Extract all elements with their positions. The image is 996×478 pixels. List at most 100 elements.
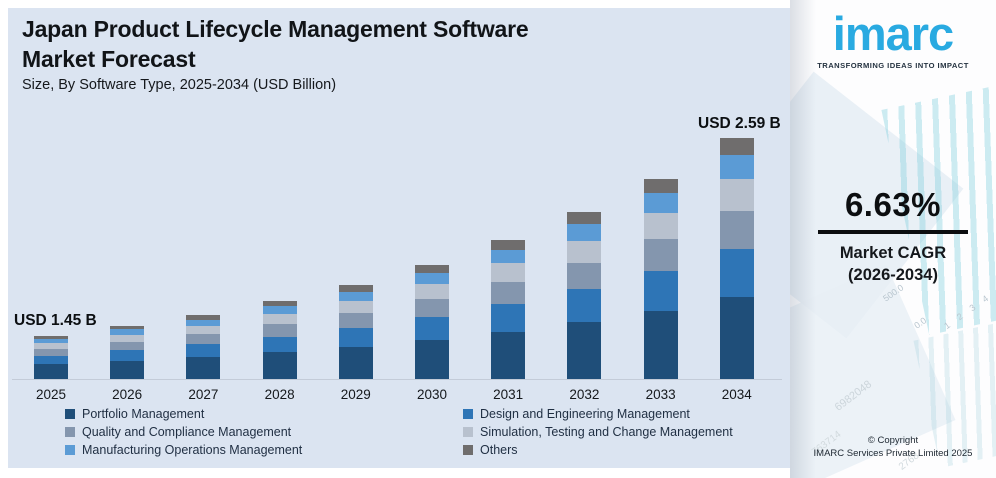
bar-segment-2032 bbox=[567, 322, 602, 379]
legend-label: Quality and Compliance Management bbox=[82, 425, 292, 439]
imarc-logo-tagline: TRANSFORMING IDEAS INTO IMPACT bbox=[817, 61, 969, 70]
bar-segment-2030 bbox=[415, 317, 449, 341]
bar-segment-2030 bbox=[415, 299, 449, 318]
bar-segment-2032 bbox=[567, 223, 602, 241]
value-label-2034: USD 2.59 B bbox=[698, 115, 781, 132]
cagr-label-line2: (2026-2034) bbox=[848, 266, 938, 284]
bar-segment-2031 bbox=[491, 281, 526, 304]
bar-segment-2026 bbox=[110, 360, 145, 379]
plot-area: USD 1.45 B USD 2.59 B 2025 2026 2027 2028 20… bbox=[8, 8, 790, 468]
bar-segment-2034 bbox=[719, 154, 754, 179]
bar-segment-2030 bbox=[415, 265, 449, 273]
copyright: © Copyright IMARC Services Private Limit… bbox=[790, 434, 996, 460]
legend-marker-icon bbox=[463, 445, 473, 455]
bar-segment-2026 bbox=[110, 350, 145, 361]
bar-segment-2033 bbox=[643, 192, 678, 213]
brand-sidebar: 500.0 0.0 1 2 3 4 6982048 763714 2768 im… bbox=[790, 0, 996, 478]
bar-segment-2033 bbox=[643, 212, 678, 239]
x-tick-2028: 2028 bbox=[264, 387, 295, 402]
bar-segment-2027 bbox=[186, 357, 221, 379]
bar-segment-2026 bbox=[110, 341, 145, 351]
cagr-label-line1: Market CAGR bbox=[839, 244, 947, 262]
bar-segment-2033 bbox=[643, 310, 678, 379]
legend-label: Manufacturing Operations Management bbox=[82, 443, 303, 457]
x-tick-2033: 2033 bbox=[645, 387, 676, 402]
sidebar-edge-shadow bbox=[790, 0, 816, 478]
cagr-divider bbox=[818, 230, 968, 234]
bar-segment-2026 bbox=[110, 325, 145, 330]
bar-segment-2025 bbox=[34, 364, 68, 379]
x-tick-2032: 2032 bbox=[569, 387, 600, 402]
bar-segment-2033 bbox=[643, 238, 678, 272]
cagr-block: 6.63% Market CAGR (2026-2034) bbox=[790, 186, 996, 286]
chart-header: Japan Product Lifecycle Management Softw… bbox=[22, 14, 529, 93]
bar-segment-2030 bbox=[415, 340, 449, 379]
imarc-logo: imarc TRANSFORMING IDEAS INTO IMPACT bbox=[790, 7, 996, 71]
legend-item: Manufacturing Operations Management bbox=[65, 443, 463, 457]
bar-segment-2034 bbox=[719, 138, 754, 155]
legend-label: Portfolio Management bbox=[82, 407, 205, 421]
bar-segment-2025 bbox=[34, 349, 68, 356]
bar-segment-2029 bbox=[338, 328, 373, 347]
copyright-line2: IMARC Services Private Limited 2025 bbox=[813, 448, 973, 459]
bar-segment-2028 bbox=[262, 301, 297, 307]
legend-label: Design and Engineering Management bbox=[480, 407, 690, 421]
legend-marker-icon bbox=[65, 427, 75, 437]
legend-item: Quality and Compliance Management bbox=[65, 425, 463, 439]
bar-segment-2030 bbox=[415, 284, 449, 300]
bar-segment-2026 bbox=[110, 334, 145, 342]
copyright-line1: © Copyright bbox=[867, 435, 919, 446]
legend-item: Others bbox=[463, 443, 782, 457]
bar-segment-2025 bbox=[34, 336, 68, 339]
bar-segment-2032 bbox=[567, 289, 602, 323]
bar-segment-2025 bbox=[34, 355, 68, 365]
chart-panel: Japan Product Lifecycle Management Softw… bbox=[8, 8, 790, 468]
cagr-value: 6.63% bbox=[844, 186, 942, 223]
legend-item: Design and Engineering Management bbox=[463, 407, 782, 421]
x-tick-2031: 2031 bbox=[493, 387, 524, 402]
bar-segment-2026 bbox=[110, 329, 145, 335]
bar-segment-2034 bbox=[719, 297, 754, 379]
bar-segment-2031 bbox=[491, 240, 526, 250]
bar-segment-2027 bbox=[186, 334, 221, 345]
bar-segment-2027 bbox=[186, 344, 221, 358]
x-tick-2026: 2026 bbox=[112, 387, 143, 402]
bar-segment-2029 bbox=[338, 301, 373, 314]
chart-subtitle: Size, By Software Type, 2025-2034 (USD B… bbox=[22, 77, 337, 93]
bar-segment-2034 bbox=[719, 178, 754, 211]
bar-segment-2033 bbox=[643, 178, 678, 193]
legend-marker-icon bbox=[463, 427, 473, 437]
legend-label: Simulation, Testing and Change Managemen… bbox=[480, 425, 733, 439]
x-axis-line bbox=[12, 379, 782, 380]
legend-label: Others bbox=[480, 443, 518, 457]
legend: Portfolio Management Design and Engineeri… bbox=[65, 407, 782, 457]
bar-segment-2028 bbox=[262, 352, 297, 379]
bar-segment-2028 bbox=[262, 306, 297, 315]
bar-segment-2029 bbox=[338, 346, 373, 379]
bar-segment-2025 bbox=[34, 343, 68, 350]
x-tick-2029: 2029 bbox=[340, 387, 371, 402]
chart-title-line1: Japan Product Lifecycle Management Softw… bbox=[22, 16, 529, 42]
bar-segment-2034 bbox=[719, 210, 754, 249]
bar-segment-2034 bbox=[719, 248, 754, 298]
legend-marker-icon bbox=[65, 445, 75, 455]
legend-item: Portfolio Management bbox=[65, 407, 463, 421]
bar-segment-2027 bbox=[186, 319, 221, 327]
bar-segment-2027 bbox=[186, 326, 221, 335]
value-label-2025: USD 1.45 B bbox=[14, 312, 97, 329]
x-tick-2030: 2030 bbox=[416, 387, 448, 402]
bar-segment-2031 bbox=[491, 332, 526, 379]
x-tick-2025: 2025 bbox=[35, 387, 67, 402]
imarc-logo-text: imarc bbox=[832, 7, 954, 60]
bar-segment-2032 bbox=[567, 240, 602, 263]
x-tick-2027: 2027 bbox=[188, 387, 219, 402]
bar-segment-2028 bbox=[262, 336, 297, 353]
bar-segment-2031 bbox=[491, 263, 526, 282]
bar-segment-2031 bbox=[491, 303, 526, 332]
bar-segment-2025 bbox=[34, 338, 68, 344]
bar-segment-2028 bbox=[262, 324, 297, 337]
bar-segment-2032 bbox=[567, 262, 602, 290]
bar-segment-2028 bbox=[262, 314, 297, 325]
bar-segment-2029 bbox=[338, 285, 373, 292]
